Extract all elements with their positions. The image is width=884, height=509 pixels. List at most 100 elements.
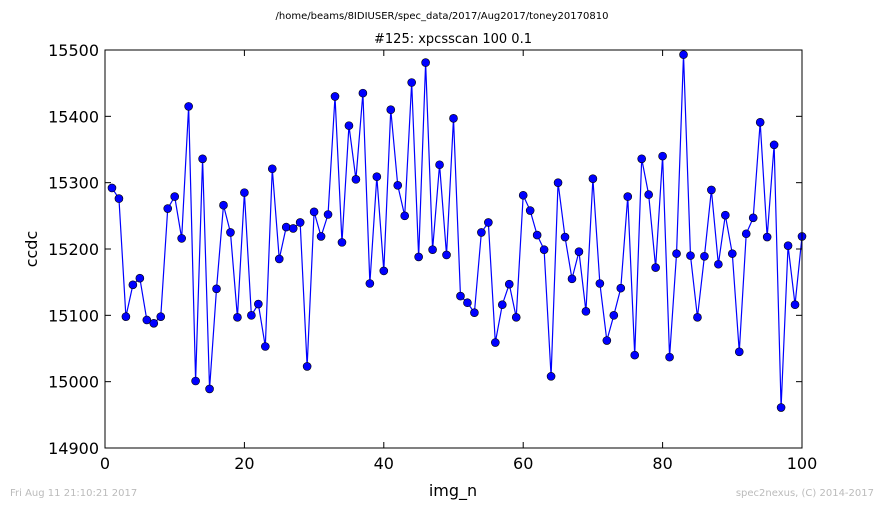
data-point: [295, 218, 305, 227]
data-point: [748, 213, 758, 223]
data-point: [449, 114, 458, 123]
data-point: [107, 183, 117, 193]
data-point: [783, 241, 793, 250]
y-tick-label: 15100: [48, 306, 99, 325]
footer-timestamp: Fri Aug 11 21:10:21 2017: [10, 488, 138, 499]
data-point: [428, 245, 437, 254]
data-point: [630, 350, 640, 360]
data-point: [121, 312, 131, 321]
data-point: [393, 181, 403, 190]
data-point: [358, 88, 368, 98]
data-point: [386, 105, 396, 114]
data-point: [365, 279, 375, 288]
data-point: [741, 229, 751, 239]
data-point: [247, 311, 256, 320]
x-axis-label: img_n: [429, 481, 477, 501]
data-point: [177, 234, 186, 243]
series-line: [111, 54, 803, 408]
data-point: [309, 207, 319, 217]
data-point: [337, 238, 347, 247]
data-point: [267, 164, 277, 174]
data-point: [567, 274, 577, 284]
data-point: [442, 250, 451, 260]
data-point: [560, 232, 570, 242]
x-tick-label: 0: [100, 454, 110, 473]
data-point: [261, 342, 270, 351]
y-tick-label: 14900: [48, 439, 99, 458]
data-point: [470, 308, 479, 317]
data-point: [581, 307, 591, 316]
data-point: [504, 279, 514, 289]
data-point: [616, 283, 626, 293]
data-point: [163, 204, 173, 213]
data-point: [477, 228, 486, 237]
chart-title: #125: xpcsscan 100 0.1: [374, 32, 532, 47]
data-point: [637, 154, 646, 164]
data-point: [755, 118, 765, 127]
data-point: [700, 251, 709, 261]
data-point: [240, 188, 249, 197]
data-point: [114, 194, 124, 203]
data-point: [602, 336, 612, 345]
y-tick-label: 15400: [48, 107, 99, 126]
data-point: [463, 298, 472, 308]
data-point: [149, 318, 159, 328]
data-point: [595, 279, 605, 288]
x-tick-label: 20: [234, 454, 254, 473]
data-point: [254, 299, 263, 309]
data-point: [219, 200, 228, 210]
data-point: [686, 251, 695, 260]
x-tick-label: 80: [652, 454, 672, 473]
footer-credit: spec2nexus, (C) 2014-2017: [735, 488, 874, 499]
data-point: [497, 300, 507, 310]
data-point: [302, 362, 312, 371]
y-tick-label: 15000: [48, 373, 99, 392]
data-point: [288, 224, 298, 233]
data-point: [191, 376, 200, 386]
data-point: [518, 190, 528, 200]
data-point: [790, 300, 800, 310]
data-point: [323, 210, 333, 219]
data-point: [198, 154, 207, 164]
data-point: [344, 121, 354, 130]
data-point: [379, 266, 389, 276]
data-point: [456, 291, 465, 301]
data-point: [532, 230, 542, 240]
data-point: [776, 403, 786, 412]
x-tick-label: 100: [787, 454, 818, 473]
y-tick-label: 15300: [48, 174, 99, 193]
data-point: [274, 254, 284, 264]
data-point: [491, 338, 500, 347]
data-point: [623, 192, 633, 201]
data-point: [170, 192, 179, 201]
data-point: [679, 50, 688, 59]
data-point: [539, 245, 549, 254]
data-point: [407, 78, 416, 87]
data-point: [574, 247, 584, 256]
data-point: [414, 252, 423, 262]
data-point: [330, 92, 340, 101]
data-point: [769, 140, 779, 150]
data-point: [546, 372, 556, 381]
data-layer: [107, 50, 807, 412]
data-point: [609, 311, 619, 320]
data-point: [128, 280, 138, 290]
data-point: [316, 232, 326, 241]
data-point: [553, 178, 563, 187]
data-point: [727, 249, 737, 258]
data-point: [233, 313, 242, 322]
data-point: [762, 232, 772, 242]
data-point: [205, 384, 214, 394]
data-point: [372, 172, 382, 181]
data-point: [351, 175, 361, 184]
data-point: [658, 151, 667, 161]
data-point: [421, 58, 430, 67]
data-point: [435, 160, 444, 170]
data-point: [184, 102, 193, 111]
data-point: [135, 273, 145, 283]
data-point: [484, 218, 493, 227]
data-point: [714, 259, 723, 269]
data-point: [734, 347, 744, 357]
data-point: [707, 185, 716, 195]
